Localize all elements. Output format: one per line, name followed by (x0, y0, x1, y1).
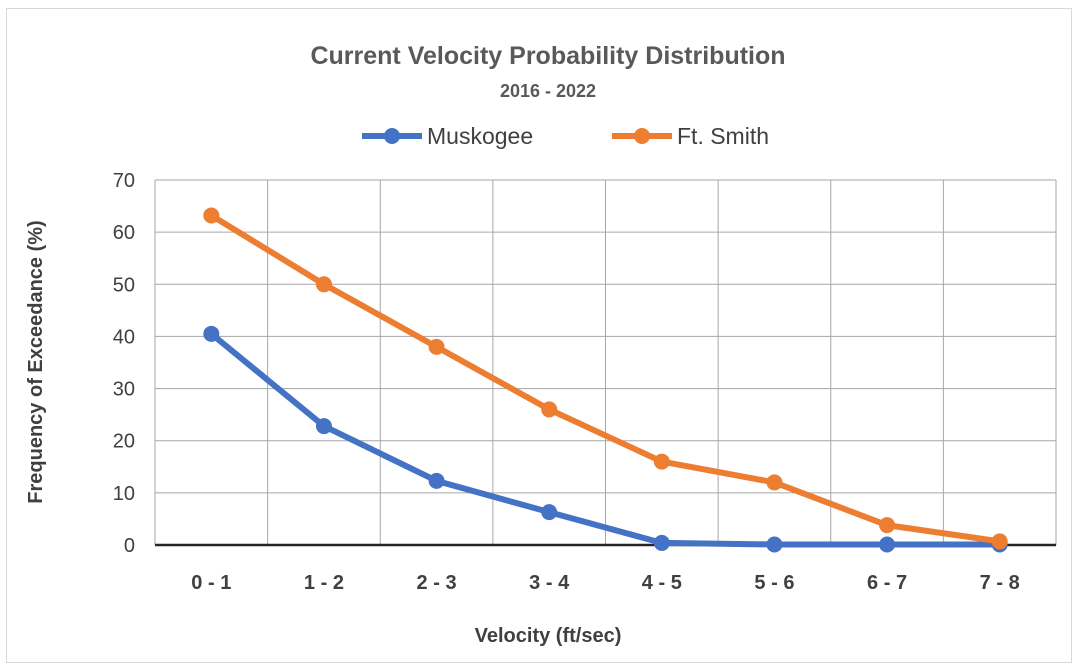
chart-subtitle: 2016 - 2022 (500, 81, 596, 101)
legend-label: Ft. Smith (677, 123, 769, 149)
data-point (653, 453, 670, 470)
data-point (541, 504, 558, 521)
y-tick-label: 30 (113, 379, 135, 401)
x-tick-label: 6 - 7 (867, 572, 907, 594)
y-tick-label: 40 (113, 326, 135, 348)
data-point (315, 276, 332, 293)
y-tick-label: 70 (113, 170, 135, 192)
data-point (203, 325, 220, 342)
y-tick-label: 10 (113, 483, 135, 505)
data-point (879, 517, 896, 534)
x-tick-label: 1 - 2 (304, 572, 344, 594)
series-layer (203, 207, 1008, 553)
gridlines (154, 179, 1057, 547)
x-tick-label: 3 - 4 (529, 572, 570, 594)
data-point (315, 418, 332, 435)
x-tick-label: 2 - 3 (417, 572, 457, 594)
x-tick-label: 0 - 1 (191, 572, 231, 594)
data-point (766, 536, 783, 553)
x-axis-ticks: 0 - 1 1 - 2 2 - 3 3 - 4 4 - 5 5 - 6 6 - 7 7 - 8 (191, 572, 1019, 594)
chart-title: Current Velocity Probability Distributio… (310, 42, 785, 70)
data-point (428, 472, 445, 489)
series-line-1 (208, 212, 1003, 545)
data-point (203, 207, 220, 224)
legend-label: Muskogee (427, 123, 533, 149)
y-tick-label: 60 (113, 222, 135, 244)
data-point (653, 534, 670, 551)
data-point (766, 474, 783, 491)
y-tick-label: 50 (113, 274, 135, 296)
x-axis-title: Velocity (ft/sec) (475, 625, 622, 647)
legend: Muskogee Ft. Smith (362, 123, 769, 149)
y-axis-ticks: 0 10 20 30 40 50 60 70 (113, 170, 135, 557)
series-line-0 (208, 330, 1003, 548)
y-axis-title: Frequency of Exceedance (%) (25, 220, 47, 503)
legend-swatch-marker (634, 128, 650, 144)
data-point (428, 338, 445, 355)
x-tick-label: 4 - 5 (642, 572, 682, 594)
y-tick-label: 0 (124, 535, 135, 557)
data-point (991, 533, 1008, 550)
data-point (879, 536, 896, 553)
x-tick-label: 5 - 6 (754, 572, 794, 594)
legend-swatch-marker (384, 128, 400, 144)
chart-frame (6, 8, 1072, 663)
y-tick-label: 20 (113, 431, 135, 453)
data-point (541, 401, 558, 418)
x-tick-label: 7 - 8 (980, 572, 1020, 594)
